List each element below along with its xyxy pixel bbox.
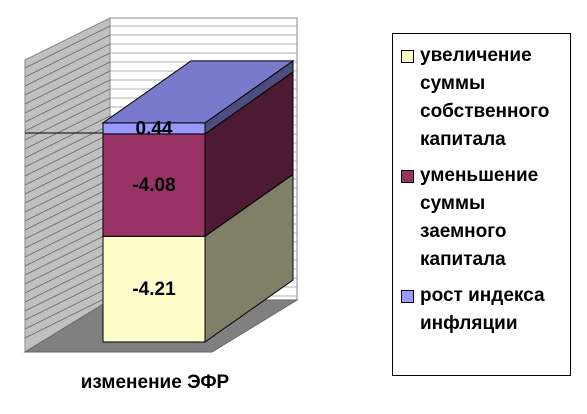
stripe — [24, 106, 111, 150]
stripe — [24, 34, 111, 78]
legend-label: увеличение суммы собственного капитала — [420, 45, 550, 150]
stripe — [24, 70, 111, 114]
legend-label: рост индекса инфляции — [420, 285, 545, 334]
data-label: -4.21 — [132, 279, 176, 300]
stripe — [24, 286, 111, 330]
stripe — [24, 133, 111, 177]
stripe — [24, 196, 111, 240]
stripe — [24, 205, 111, 249]
stripe — [24, 142, 111, 186]
stripe — [24, 268, 111, 312]
stripe — [24, 115, 111, 159]
legend-swatch — [401, 50, 414, 63]
stripe — [24, 124, 111, 168]
stripe — [24, 250, 111, 294]
data-label: 0.44 — [136, 118, 173, 139]
stripe — [24, 214, 111, 258]
stripe — [24, 178, 111, 222]
legend-entry: уменьшение суммы заемного капитала — [399, 162, 564, 274]
stripe — [24, 61, 111, 105]
stripe — [24, 25, 111, 69]
stripe — [24, 241, 111, 285]
stripe — [24, 79, 111, 123]
bar-segment — [102, 235, 206, 343]
stripe — [24, 187, 111, 231]
legend-swatch — [401, 170, 414, 183]
stripe — [24, 277, 111, 321]
stripe — [24, 295, 111, 339]
stripe — [24, 151, 111, 195]
category-label: изменение ЭФР — [81, 372, 230, 393]
bar-top — [101, 60, 295, 124]
stripe — [24, 160, 111, 204]
stripe — [24, 43, 111, 87]
stripe — [24, 52, 111, 96]
legend: увеличение суммы собственного капитала ум… — [392, 33, 571, 376]
stripe — [24, 223, 111, 267]
stripe — [24, 232, 111, 276]
legend-entry: рост индекса инфляции — [399, 282, 564, 338]
stripe — [24, 169, 111, 213]
stripe — [24, 259, 111, 303]
legend-label: уменьшение суммы заемного капитала — [420, 165, 539, 270]
stripe — [24, 88, 111, 132]
legend-entry: увеличение суммы собственного капитала — [399, 42, 564, 154]
bar-segment — [102, 133, 206, 237]
legend-swatch — [401, 290, 414, 303]
data-label: -4.08 — [132, 175, 175, 196]
